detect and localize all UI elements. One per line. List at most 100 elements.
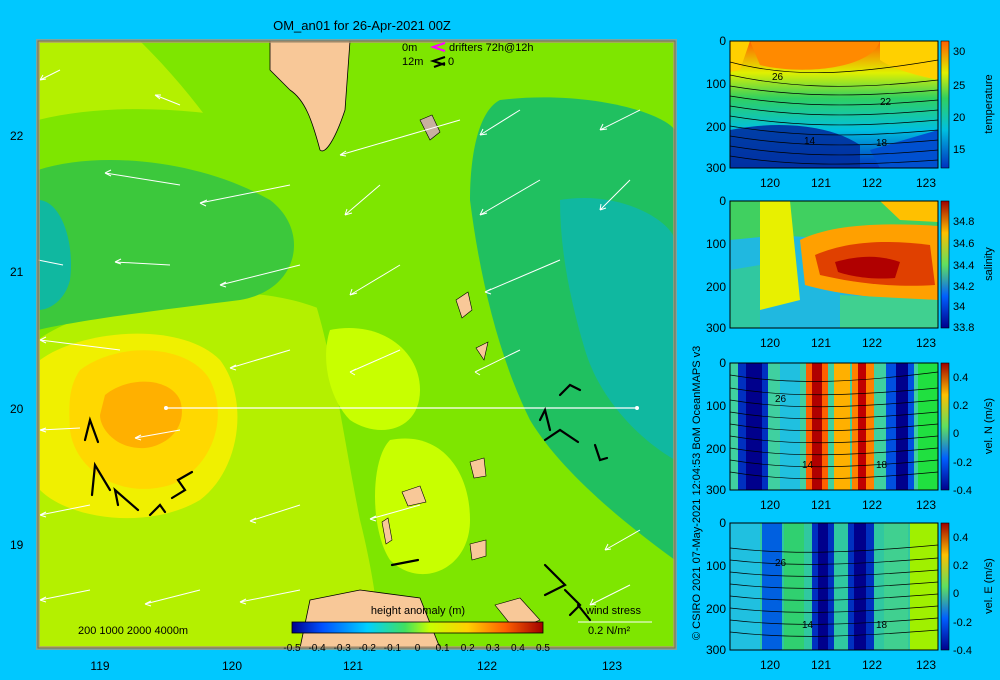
colorbar-tick: -0.2 bbox=[359, 643, 377, 654]
svg-text:0.4: 0.4 bbox=[953, 532, 968, 544]
svg-text:34: 34 bbox=[953, 301, 965, 313]
svg-text:200: 200 bbox=[706, 120, 726, 134]
colorbar-tick: 0 bbox=[415, 643, 421, 654]
map-x-tick: 121 bbox=[343, 659, 363, 673]
svg-text:122: 122 bbox=[862, 658, 882, 672]
svg-text:122: 122 bbox=[862, 336, 882, 350]
svg-text:0: 0 bbox=[953, 428, 959, 440]
colorbar-label: height anomaly (m) bbox=[371, 605, 465, 617]
svg-text:200: 200 bbox=[706, 442, 726, 456]
svg-text:0: 0 bbox=[719, 34, 726, 48]
svg-text:18: 18 bbox=[876, 460, 888, 471]
svg-text:34.2: 34.2 bbox=[953, 281, 974, 293]
svg-text:123: 123 bbox=[916, 658, 936, 672]
svg-text:121: 121 bbox=[811, 176, 831, 190]
svg-text:120: 120 bbox=[760, 498, 780, 512]
svg-text:14: 14 bbox=[802, 460, 814, 471]
svg-text:26: 26 bbox=[772, 72, 784, 83]
svg-text:30: 30 bbox=[953, 46, 965, 58]
svg-text:drifters 72h@12h: drifters 72h@12h bbox=[449, 42, 534, 54]
colorbar-tick: 0.4 bbox=[511, 643, 525, 654]
map-x-tick: 120 bbox=[222, 659, 242, 673]
vel-e-panel: 26 14 18 0 100 200 300 120 121 122 123 0… bbox=[706, 516, 995, 672]
svg-text:34.4: 34.4 bbox=[953, 260, 974, 272]
svg-text:200: 200 bbox=[706, 280, 726, 294]
svg-text:123: 123 bbox=[916, 498, 936, 512]
svg-text:0: 0 bbox=[719, 194, 726, 208]
svg-text:33.8: 33.8 bbox=[953, 322, 974, 334]
colorbar-tick: 0.2 bbox=[461, 643, 475, 654]
svg-text:0m: 0m bbox=[402, 42, 417, 54]
colorbar-tick: 0.1 bbox=[436, 643, 450, 654]
svg-text:26: 26 bbox=[775, 558, 787, 569]
svg-text:0: 0 bbox=[719, 516, 726, 530]
colorbar-tick: -0.4 bbox=[308, 643, 326, 654]
vel-e-label: vel. E (m/s) bbox=[983, 558, 995, 614]
vel-n-label: vel. N (m/s) bbox=[983, 398, 995, 454]
drifter-legend: 0m drifters 72h@12h 12m 0 bbox=[402, 42, 534, 68]
svg-text:14: 14 bbox=[802, 620, 814, 631]
map-x-ticks: 119 120 121 122 123 bbox=[90, 659, 622, 673]
svg-text:-0.2: -0.2 bbox=[953, 617, 972, 629]
svg-text:200: 200 bbox=[706, 602, 726, 616]
colorbar-tick: -0.3 bbox=[334, 643, 352, 654]
svg-text:34.6: 34.6 bbox=[953, 238, 974, 250]
colorbar-tick: -0.5 bbox=[283, 643, 301, 654]
map-x-tick: 119 bbox=[90, 659, 109, 673]
temperature-panel: 26 22 18 14 0 100 200 300 120 121 122 12… bbox=[706, 34, 995, 190]
svg-text:18: 18 bbox=[876, 138, 888, 149]
map-field bbox=[38, 41, 675, 648]
svg-text:22: 22 bbox=[880, 97, 892, 108]
svg-text:-0.4: -0.4 bbox=[953, 485, 972, 497]
colorbar-tick: 0.3 bbox=[486, 643, 500, 654]
svg-text:120: 120 bbox=[760, 658, 780, 672]
svg-text:100: 100 bbox=[706, 559, 726, 573]
svg-text:121: 121 bbox=[811, 658, 831, 672]
svg-text:121: 121 bbox=[811, 498, 831, 512]
svg-text:0.4: 0.4 bbox=[953, 372, 968, 384]
credit-text: © CSIRO 2021 07-May-2021 12:04:53 BoM Oc… bbox=[691, 346, 703, 640]
svg-text:100: 100 bbox=[706, 399, 726, 413]
svg-text:14: 14 bbox=[804, 136, 816, 147]
svg-text:12m: 12m bbox=[402, 56, 423, 68]
svg-text:300: 300 bbox=[706, 643, 726, 657]
colorbar-tick: 0.5 bbox=[536, 643, 550, 654]
svg-text:122: 122 bbox=[862, 176, 882, 190]
map-colorbar: height anomaly (m) -0.5 -0.4 -0.3 -0.2 -0.1 0… bbox=[283, 605, 550, 654]
colorbar-tick: -0.1 bbox=[384, 643, 402, 654]
svg-text:123: 123 bbox=[916, 176, 936, 190]
map-y-tick: 19 bbox=[10, 538, 24, 552]
wind-stress-scale: 0.2 N/m² bbox=[588, 625, 631, 637]
svg-text:123: 123 bbox=[916, 336, 936, 350]
map-y-tick: 22 bbox=[10, 129, 24, 143]
svg-text:26: 26 bbox=[775, 394, 787, 405]
svg-text:300: 300 bbox=[706, 161, 726, 175]
svg-text:121: 121 bbox=[811, 336, 831, 350]
svg-text:15: 15 bbox=[953, 144, 965, 156]
svg-text:25: 25 bbox=[953, 80, 965, 92]
svg-text:20: 20 bbox=[953, 112, 965, 124]
svg-text:-0.4: -0.4 bbox=[953, 645, 972, 657]
svg-text:18: 18 bbox=[876, 620, 888, 631]
svg-text:122: 122 bbox=[862, 498, 882, 512]
wind-stress-legend: wind stress 0.2 N/m² bbox=[578, 605, 652, 637]
svg-text:300: 300 bbox=[706, 483, 726, 497]
svg-text:-0.2: -0.2 bbox=[953, 457, 972, 469]
svg-text:0.2: 0.2 bbox=[953, 400, 968, 412]
svg-text:0: 0 bbox=[953, 588, 959, 600]
svg-text:0: 0 bbox=[719, 356, 726, 370]
svg-text:100: 100 bbox=[706, 77, 726, 91]
map-x-tick: 123 bbox=[602, 659, 622, 673]
temperature-label: temperature bbox=[983, 74, 995, 133]
map-x-tick: 122 bbox=[477, 659, 497, 673]
wind-stress-label: wind stress bbox=[585, 605, 642, 617]
map-y-tick: 20 bbox=[10, 402, 24, 416]
svg-text:100: 100 bbox=[706, 237, 726, 251]
svg-text:120: 120 bbox=[760, 336, 780, 350]
svg-text:34.8: 34.8 bbox=[953, 216, 974, 228]
svg-text:120: 120 bbox=[760, 176, 780, 190]
svg-text:0.2: 0.2 bbox=[953, 560, 968, 572]
svg-text:300: 300 bbox=[706, 321, 726, 335]
map-y-tick: 21 bbox=[10, 265, 24, 279]
